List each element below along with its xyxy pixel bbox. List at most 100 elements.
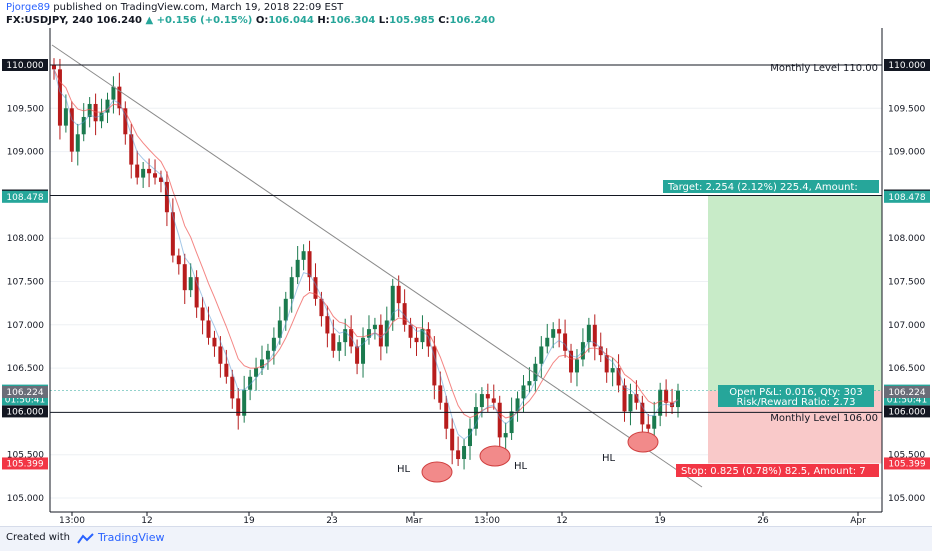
candle-body-57	[390, 285, 395, 321]
candle-body-73	[485, 394, 490, 399]
close-value: 106.240	[449, 15, 496, 26]
candle-body-67	[450, 428, 455, 451]
candle-body-6	[87, 103, 92, 117]
candle-body-86	[563, 333, 568, 351]
level-tag-right-bg-5	[884, 386, 930, 399]
created-with-text: Created with	[6, 532, 70, 543]
candle-body-80	[527, 381, 532, 386]
candle-body-19	[164, 181, 169, 213]
candle-body-84	[551, 329, 556, 338]
candle-body-31	[236, 398, 241, 416]
last-price: 106.240	[96, 15, 142, 26]
author-link[interactable]: Pjorge89	[6, 2, 51, 13]
level-tag-right-7: 105.399	[888, 459, 925, 469]
close-label: C:	[438, 15, 450, 26]
candle-body-95	[616, 368, 621, 386]
price-chart[interactable]: HL HL HL Monthly Level 110.00 Monthly Le…	[0, 0, 932, 526]
candle-body-59	[402, 303, 407, 325]
candle-body-40	[289, 277, 294, 299]
level-tag-right-6: 106.000	[888, 407, 925, 417]
candle-body-96	[622, 385, 627, 412]
open-value: 106.044	[268, 15, 314, 26]
candle-body-93	[604, 355, 609, 373]
tradingview-logo-icon	[77, 533, 94, 544]
tradingview-brand-link[interactable]: TradingView	[98, 531, 165, 544]
candle-body-4	[75, 134, 80, 152]
trend-line[interactable]	[51, 44, 703, 488]
x-tick-5: 13:00	[474, 516, 500, 526]
candle-body-27	[212, 337, 217, 347]
candle-body-53	[366, 329, 371, 338]
candle-body-25	[200, 307, 205, 321]
y-tick-right-3: 108.000	[888, 234, 925, 244]
candle-body-49	[343, 329, 348, 343]
candle-body-90	[586, 324, 591, 343]
y-tick-left-2: 109.000	[7, 148, 44, 158]
candle-body-2	[63, 108, 68, 126]
level-tag-right-4: 01:50:41	[887, 395, 927, 405]
candle-body-61	[414, 337, 419, 343]
x-tick-2: 19	[243, 516, 255, 526]
level-tag-right-bg-6	[884, 405, 930, 418]
candle-body-54	[372, 324, 377, 330]
candle-body-66	[444, 402, 449, 429]
monthly-level-106-label: Monthly Level 106.00	[770, 413, 878, 424]
level-tag-left-4: 01:50:41	[5, 395, 45, 405]
candle-body-47	[331, 333, 336, 351]
y-tick-left-3: 108.000	[7, 234, 44, 244]
candle-body-9	[105, 99, 110, 113]
hl-marker-1	[421, 461, 453, 483]
candle-body-100	[646, 424, 651, 429]
level-tag-left-7: 105.399	[6, 459, 43, 469]
candle-body-17	[153, 173, 158, 178]
target-label: Target: 2.254 (2.12%) 225.4, Amount:	[667, 182, 858, 193]
candle-body-81	[533, 363, 538, 382]
candle-body-56	[384, 320, 389, 347]
pnl-label-box	[718, 385, 874, 407]
level-tag-left-2: 108.478	[6, 193, 43, 203]
candle-body-41	[295, 259, 300, 278]
hl-label-3: HL	[602, 453, 616, 464]
symbol-line: FX:USDJPY, 240 106.240 ▲ +0.156 (+0.15%)…	[6, 15, 495, 26]
x-tick-6: 12	[556, 516, 567, 526]
level-tag-left-0: 110.000	[6, 61, 43, 71]
risk-reward-label: Risk/Reward Ratio: 2.73	[736, 397, 855, 408]
candle-body-16	[147, 168, 152, 174]
candle-body-3	[69, 108, 74, 152]
candle-body-102	[658, 389, 663, 416]
x-tick-4: Mar	[406, 516, 423, 526]
candle-body-1	[57, 69, 62, 126]
level-tag-left-bg-6	[2, 405, 48, 418]
publish-line: Pjorge89 published on TradingView.com, M…	[6, 2, 343, 13]
candle-body-94	[610, 368, 615, 373]
x-tick-7: 19	[654, 516, 666, 526]
candle-body-13	[129, 134, 134, 165]
level-tag-left-6: 106.000	[6, 407, 43, 417]
y-tick-left-6: 106.500	[7, 364, 44, 374]
level-tag-right-5: 106.224	[888, 388, 925, 398]
candle-body-24	[194, 277, 199, 308]
y-tick-left-1: 109.500	[7, 104, 44, 114]
level-tag-right-0: 110.000	[888, 61, 925, 71]
candle-body-29	[224, 363, 229, 377]
y-tick-right-4: 107.500	[888, 278, 925, 288]
candle-body-99	[640, 402, 645, 425]
ema-slow-line	[53, 69, 679, 440]
candle-body-65	[438, 385, 443, 403]
publish-info: published on TradingView.com, March 19, …	[53, 2, 344, 13]
candle-body-12	[123, 108, 128, 135]
symbol[interactable]: FX:USDJPY, 240	[6, 15, 93, 26]
candle-body-44	[313, 277, 318, 299]
candle-body-18	[158, 177, 163, 182]
candle-body-91	[592, 324, 597, 347]
candle-body-72	[479, 394, 484, 408]
y-tick-left-7: 105.500	[7, 451, 44, 461]
candle-body-98	[634, 394, 639, 403]
candle-body-60	[408, 324, 413, 338]
candle-body-88	[574, 359, 579, 373]
y-tick-left-5: 107.000	[7, 321, 44, 331]
candle-body-70	[468, 428, 472, 447]
y-tick-right-1: 109.500	[888, 104, 925, 114]
candle-body-37	[271, 337, 276, 351]
low-value: 105.985	[389, 15, 435, 26]
